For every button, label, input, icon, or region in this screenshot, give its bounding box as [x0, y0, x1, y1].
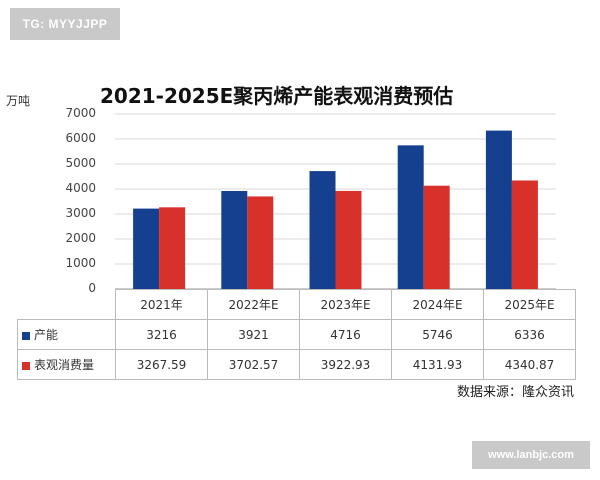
- data-label-capacity-2025: 6336: [483, 319, 576, 350]
- data-label-capacity-2023: 4716: [299, 319, 392, 350]
- y-tick-label-5000: 5000: [65, 156, 96, 170]
- y-tick-label-3000: 3000: [65, 206, 96, 220]
- data-label-consumption-2024: 4131.93: [391, 349, 484, 380]
- y-tick-label-0: 0: [88, 281, 96, 295]
- site-watermark-badge: www.lanbjc.com: [472, 441, 590, 469]
- data-label-capacity-2021: 3216: [115, 319, 208, 350]
- chart-title: 2021-2025E聚丙烯产能表观消费预估: [100, 84, 454, 108]
- data-source-note: 数据来源：隆众资讯: [457, 385, 575, 400]
- data-label-consumption-2025: 4340.87: [483, 349, 576, 380]
- y-tick-label-7000: 7000: [65, 106, 96, 120]
- bar-capacity-3: [397, 145, 424, 289]
- consumption-swatch-icon: [22, 361, 30, 370]
- bar-capacity-1: [221, 190, 248, 289]
- data-label-consumption-2022: 3702.57: [207, 349, 300, 380]
- category-label-2022: 2022年E: [207, 289, 300, 320]
- capacity-swatch-icon: [22, 331, 30, 340]
- data-label-consumption-2023: 3922.93: [299, 349, 392, 380]
- data-label-consumption-2021: 3267.59: [115, 349, 208, 380]
- category-label-2023: 2023年E: [299, 289, 392, 320]
- y-tick-label-4000: 4000: [65, 181, 96, 195]
- bar-consumption-1: [247, 196, 274, 289]
- legend-label-consumption: 表观消费量: [34, 358, 95, 372]
- table-row-capacity: 产能 3216 3921 4716 5746 6336: [17, 319, 576, 350]
- y-tick-label-6000: 6000: [65, 131, 96, 145]
- tg-watermark-badge: TG: MYYJJPP: [10, 8, 120, 40]
- bar-consumption-4: [511, 180, 538, 289]
- category-label-2021: 2021年: [115, 289, 208, 320]
- legend-entry-capacity: 产能: [17, 319, 116, 350]
- bar-capacity-4: [485, 130, 512, 289]
- legend-entry-consumption: 表观消费量: [17, 349, 116, 380]
- y-tick-label-1000: 1000: [65, 256, 96, 270]
- bar-consumption-3: [423, 185, 450, 289]
- category-row: 2021年 2022年E 2023年E 2024年E 2025年E: [17, 289, 576, 320]
- table-corner-cell: [17, 289, 116, 320]
- category-label-2024: 2024年E: [391, 289, 484, 320]
- table-row-consumption: 表观消费量 3267.59 3702.57 3922.93 4131.93 43…: [17, 349, 576, 380]
- bar-capacity-2: [309, 171, 336, 289]
- chart-data-table: 2021年 2022年E 2023年E 2024年E 2025年E 产能 321…: [17, 289, 576, 380]
- bar-consumption-0: [159, 207, 186, 289]
- bar-consumption-2: [335, 190, 362, 289]
- category-label-2025: 2025年E: [483, 289, 576, 320]
- y-axis-unit-label: 万吨: [6, 94, 31, 108]
- legend-label-capacity: 产能: [34, 328, 59, 342]
- data-label-capacity-2024: 5746: [391, 319, 484, 350]
- data-label-capacity-2022: 3921: [207, 319, 300, 350]
- bar-capacity-0: [133, 208, 160, 289]
- y-tick-label-2000: 2000: [65, 231, 96, 245]
